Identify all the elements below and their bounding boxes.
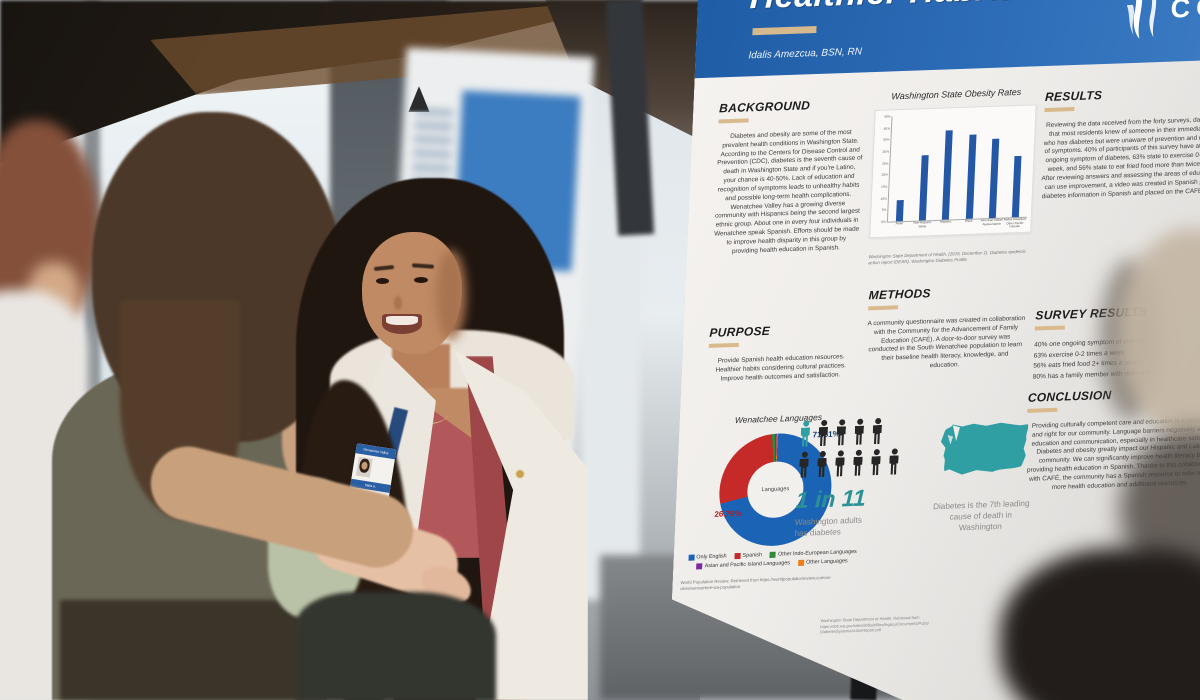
presenter-eye [414,277,428,283]
section-results: RESULTS Reviewing the data received from… [1040,83,1200,201]
infographic-source: Washington State Department of Health. R… [820,613,971,635]
person-icon [815,451,829,479]
legend-swatch [688,555,694,561]
bar: Non-Hispanic White [919,155,929,221]
legend-item: Other Languages [798,558,848,566]
person-icon-grid [797,416,949,479]
washington-map-icon [934,417,1033,486]
legend-swatch [697,563,703,569]
legend-item: Other Indo-European Languages [770,549,857,558]
y-axis-tick: 15% [881,185,890,189]
presenter-eye [376,278,389,284]
person-icon-row [797,447,948,479]
background-text: Diabetes and obesity are some of the mos… [713,128,864,257]
flame-logo-icon [1123,0,1167,41]
person-icon [887,448,901,476]
person-icon [834,419,848,447]
languages-source: World Population Review. Retrieved from … [680,574,862,592]
heading-accent-bar [709,343,739,348]
college-logo: WENATCHEE VALLEY COLLEGE [1123,0,1200,55]
mother-skirt [60,600,300,700]
person-icon [833,450,847,478]
presenter-nose [394,296,402,310]
heading-accent-bar [719,118,749,123]
vest-button [516,470,524,478]
one-in-eleven-infographic: 1 in 11 Washington adults has diabetes [794,416,949,540]
languages-legend: Only English Spanish Other Indo-European L… [681,549,864,570]
methods-text: A community questionnaire was created in… [865,315,1025,374]
section-background: BACKGROUND Diabetes and obesity are some… [713,96,866,257]
y-axis-tick: 25% [882,161,891,165]
legend-item: Spanish [734,552,762,559]
person-icon [797,451,811,479]
y-axis-tick: 10% [880,196,889,200]
y-axis-tick: 35% [883,138,892,142]
person-icon [816,420,830,448]
person-icon [869,449,883,477]
obesity-chart-citation: Washington State Department of Health. (… [868,249,1030,267]
legend-item: Asian and Pacific Island Languages [697,560,791,569]
y-axis-tick: 20% [881,173,890,177]
presenter-face [436,250,466,340]
results-heading: RESULTS [1045,83,1200,104]
methods-heading: METHODS [868,283,1027,303]
legend-swatch [734,553,740,559]
heading-accent-bar [868,305,898,310]
results-text: Reviewing the data received from the for… [1040,116,1200,202]
person-icon [870,418,884,446]
background-heading: BACKGROUND [719,96,866,115]
y-axis-tick: 5% [882,208,889,212]
bar: American Indian/ Alaska Native [989,138,999,218]
section-methods: METHODS A community questionnaire was cr… [865,283,1027,374]
person-icon [851,450,865,478]
y-axis-tick: 40% [884,126,893,130]
bar: Black [965,134,976,218]
legend-label: Other Indo-European Languages [778,549,857,558]
x-axis-label: Native Hawaiian/ Other Pacific Islander [1002,218,1028,230]
y-axis-tick: 45% [884,114,893,118]
photo-scene: Wenatchee Valley Idalis A. Nursing Stude… [0,0,1200,700]
baby-outfit [296,592,496,700]
one-in-eleven-headline: 1 in 11 [795,482,946,514]
person-icon [798,420,812,448]
legend-swatch [770,552,776,558]
legend-item: Only English [688,553,727,560]
section-purpose: PURPOSE Provide Spanish health education… [707,321,855,385]
obesity-chart: Washington State Obesity Rates 0%5%10%15… [868,86,1038,266]
obesity-chart-plot: 0%5%10%15%20%25%30%35%40%45%AsianNon-His… [887,112,1032,223]
y-axis-tick: 30% [882,149,891,153]
legend-label: Only English [696,553,727,560]
heading-accent-bar [1027,408,1057,413]
person-icon-row [798,416,949,448]
bar: Hispanic [942,131,953,220]
presenter-teeth [386,316,418,325]
heading-accent-bar [1035,325,1065,330]
x-axis-label: Non-Hispanic White [909,221,935,229]
bar: Asian [896,200,904,221]
obesity-chart-title: Washington State Obesity Rates [875,86,1037,102]
legend-label: Asian and Pacific Island Languages [705,560,791,569]
map-caption: Diabetes is the 7th leading cause of dea… [930,498,1031,535]
purpose-text: Provide Spanish health education resourc… [707,353,854,385]
obesity-chart-frame: 0%5%10%15%20%25%30%35%40%45%AsianNon-His… [869,104,1037,238]
legend-label: Spanish [742,552,762,559]
one-in-eleven-caption: Washington adults has diabetes [794,516,865,540]
purpose-heading: PURPOSE [709,321,856,340]
heading-accent-bar [1044,107,1074,112]
donut-percent-spanish: 26.79% [714,509,742,519]
bar: Native Hawaiian/ Other Pacific Islander [1012,156,1022,217]
person-icon [852,418,866,446]
legend-label: Other Languages [806,558,848,565]
logo-text-line2: COLLEGE [1170,0,1200,25]
legend-swatch [798,560,804,566]
washington-map-block: Diabetes is the 7th leading cause of dea… [930,417,1035,535]
